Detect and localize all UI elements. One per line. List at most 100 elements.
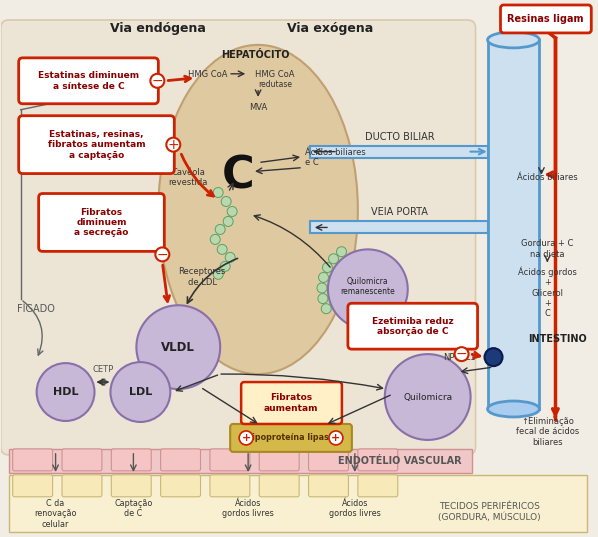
FancyBboxPatch shape <box>9 475 587 532</box>
FancyBboxPatch shape <box>62 449 102 471</box>
FancyBboxPatch shape <box>309 475 349 497</box>
Text: Ácidos biliares
e C: Ácidos biliares e C <box>305 148 366 167</box>
Text: MVA: MVA <box>249 103 267 112</box>
Circle shape <box>221 197 231 207</box>
Text: Resinas ligam: Resinas ligam <box>507 14 584 24</box>
Text: Receptores
de LDL: Receptores de LDL <box>179 267 226 287</box>
Circle shape <box>150 74 164 88</box>
Circle shape <box>329 431 343 445</box>
Text: VEIA PORTA: VEIA PORTA <box>371 207 428 217</box>
FancyBboxPatch shape <box>1 20 475 455</box>
FancyBboxPatch shape <box>260 449 299 471</box>
Text: Via endógena: Via endógena <box>111 22 206 35</box>
Circle shape <box>227 207 237 216</box>
Text: −: − <box>151 74 163 88</box>
Circle shape <box>328 254 338 264</box>
FancyBboxPatch shape <box>241 382 342 424</box>
Text: Estatinas diminuem
a síntese de C: Estatinas diminuem a síntese de C <box>38 71 139 91</box>
FancyBboxPatch shape <box>13 475 53 497</box>
Text: Gordura + C
na dieta: Gordura + C na dieta <box>521 240 573 259</box>
Circle shape <box>136 305 220 389</box>
FancyBboxPatch shape <box>210 475 250 497</box>
Circle shape <box>210 235 220 244</box>
FancyBboxPatch shape <box>260 475 299 497</box>
FancyArrow shape <box>310 146 487 158</box>
Circle shape <box>213 270 223 279</box>
Text: Ácidos gordos
+
Glicerol
+
C: Ácidos gordos + Glicerol + C <box>518 266 577 318</box>
Text: −: − <box>456 347 468 361</box>
FancyBboxPatch shape <box>9 449 472 473</box>
Text: −: − <box>157 248 168 262</box>
FancyBboxPatch shape <box>487 40 539 409</box>
Text: Ácidos biliares: Ácidos biliares <box>517 172 578 182</box>
Circle shape <box>321 304 331 314</box>
Circle shape <box>225 252 235 263</box>
Text: ↑Eliminação
fecal de ácidos
biliares: ↑Eliminação fecal de ácidos biliares <box>515 417 579 447</box>
Text: Captação
de C: Captação de C <box>114 499 152 518</box>
Text: ENDOTÉLIO VASCULAR: ENDOTÉLIO VASCULAR <box>338 456 462 466</box>
Text: Fibratos
diminuem
a secreção: Fibratos diminuem a secreção <box>74 208 129 237</box>
Text: TECIDOS PERIFÉRICOS
(GORDURA, MÚSCULO): TECIDOS PERIFÉRICOS (GORDURA, MÚSCULO) <box>438 502 541 522</box>
Text: VLDL: VLDL <box>161 340 195 354</box>
Text: HEPATÓCITO: HEPATÓCITO <box>221 50 289 60</box>
FancyBboxPatch shape <box>358 475 398 497</box>
Text: Quilomicra
remanescente: Quilomicra remanescente <box>340 277 395 296</box>
Circle shape <box>111 362 170 422</box>
Ellipse shape <box>487 401 539 417</box>
Circle shape <box>317 283 327 293</box>
FancyBboxPatch shape <box>13 449 53 471</box>
Circle shape <box>385 354 471 440</box>
Circle shape <box>319 272 328 282</box>
Circle shape <box>220 262 230 271</box>
Circle shape <box>328 249 408 329</box>
Text: Fibratos
aumentam: Fibratos aumentam <box>264 393 318 413</box>
FancyBboxPatch shape <box>309 449 349 471</box>
Text: Ácidos
gordos livres: Ácidos gordos livres <box>329 499 381 518</box>
Circle shape <box>166 137 180 151</box>
Circle shape <box>217 244 227 255</box>
Circle shape <box>155 248 169 262</box>
FancyBboxPatch shape <box>348 303 478 349</box>
FancyBboxPatch shape <box>161 475 200 497</box>
Text: C: C <box>222 155 255 198</box>
FancyBboxPatch shape <box>62 475 102 497</box>
Text: Lipoproteína lipase: Lipoproteína lipase <box>248 433 335 442</box>
Circle shape <box>239 431 253 445</box>
FancyBboxPatch shape <box>161 449 200 471</box>
Circle shape <box>223 216 233 227</box>
Text: LDL: LDL <box>129 387 152 397</box>
Text: Ezetimiba reduz
absorção de C: Ezetimiba reduz absorção de C <box>372 316 453 336</box>
Ellipse shape <box>158 45 358 374</box>
Text: HDL: HDL <box>53 387 78 397</box>
FancyBboxPatch shape <box>230 424 352 452</box>
FancyBboxPatch shape <box>19 58 158 104</box>
Text: HMG CoA: HMG CoA <box>188 70 228 79</box>
Text: +: + <box>167 137 179 151</box>
FancyBboxPatch shape <box>111 449 151 471</box>
Circle shape <box>215 224 225 235</box>
Text: Quilomicra: Quilomicra <box>403 393 452 402</box>
Text: NPC1L1: NPC1L1 <box>443 353 476 361</box>
Text: FÍGADO: FÍGADO <box>17 304 54 314</box>
FancyBboxPatch shape <box>501 5 591 33</box>
FancyArrow shape <box>310 221 487 234</box>
Circle shape <box>484 348 502 366</box>
Ellipse shape <box>487 32 539 48</box>
Circle shape <box>454 347 469 361</box>
Text: Ácidos
gordos livres: Ácidos gordos livres <box>222 499 274 518</box>
Text: Via exógena: Via exógena <box>287 22 373 35</box>
Text: INTESTINO: INTESTINO <box>528 334 587 344</box>
Text: HMG CoA: HMG CoA <box>255 70 295 79</box>
FancyBboxPatch shape <box>210 449 250 471</box>
Text: Estatinas, resinas,
fibratos aumentam
a captação: Estatinas, resinas, fibratos aumentam a … <box>48 130 145 159</box>
Circle shape <box>337 246 346 257</box>
Text: DUCTO BILIAR: DUCTO BILIAR <box>365 132 435 142</box>
Text: C da
renovação
celular: C da renovação celular <box>34 499 77 528</box>
Circle shape <box>318 294 328 303</box>
FancyBboxPatch shape <box>358 449 398 471</box>
Text: +: + <box>242 433 251 443</box>
FancyBboxPatch shape <box>39 193 164 251</box>
FancyBboxPatch shape <box>19 115 174 173</box>
Text: redutase: redutase <box>258 80 292 89</box>
Text: CETP: CETP <box>93 365 114 374</box>
